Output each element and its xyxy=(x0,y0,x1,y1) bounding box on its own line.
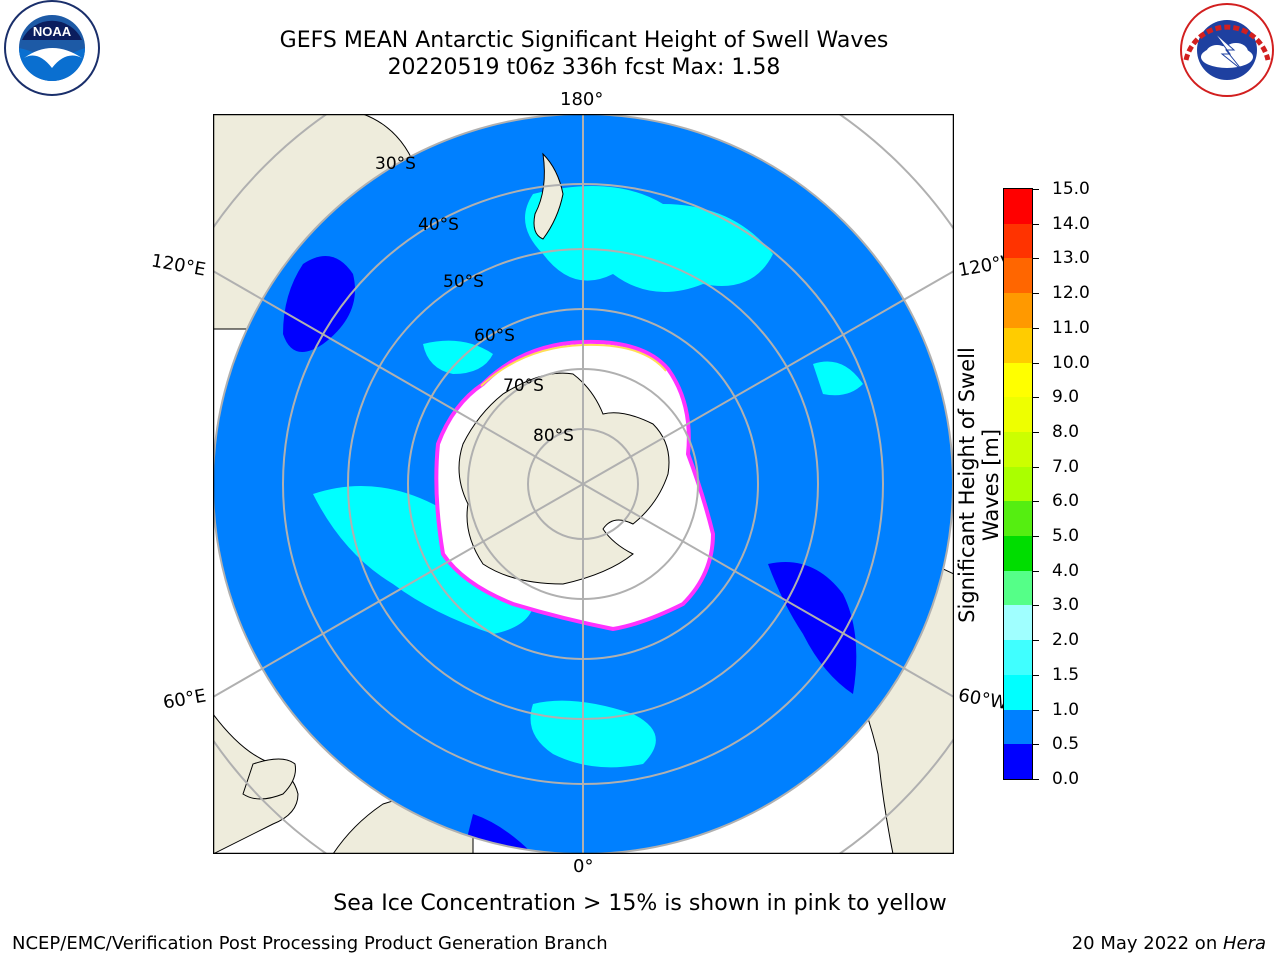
colorbar-tick-mark xyxy=(1033,258,1039,260)
lat-label-50s: 50°S xyxy=(443,272,484,292)
colorbar-label-line1: Significant Height of Swell xyxy=(955,347,979,623)
colorbar-tick-mark xyxy=(1033,605,1039,607)
colorbar-tick-mark xyxy=(1033,327,1039,329)
polar-map: 30°S 40°S 50°S 60°S 70°S 80°S xyxy=(212,113,955,855)
lon-label-120e: 120°E xyxy=(149,250,208,281)
antarctica-landmass xyxy=(458,372,670,585)
colorbar-tick-label: 1.0 xyxy=(1052,699,1080,720)
colorbar-tick-mark xyxy=(1033,709,1039,711)
colorbar-segment xyxy=(1004,743,1032,779)
colorbar-segment xyxy=(1004,500,1032,537)
colorbar-segment xyxy=(1004,466,1032,502)
lat-label-40s: 40°S xyxy=(418,215,459,235)
colorbar-segment xyxy=(1004,188,1032,224)
colorbar-segment xyxy=(1004,674,1032,710)
lat-label-80s: 80°S xyxy=(533,426,574,446)
colorbar-segment xyxy=(1004,223,1032,259)
colorbar-tick-label: 11.0 xyxy=(1052,317,1090,338)
colorbar-segment xyxy=(1004,362,1032,398)
madagascar xyxy=(242,758,296,800)
colorbar-segment xyxy=(1004,292,1032,328)
colorbar-segment xyxy=(1004,396,1032,432)
colorbar-segment xyxy=(1004,327,1032,363)
colorbar-tick-label: 0.5 xyxy=(1052,734,1080,755)
colorbar-tick-mark xyxy=(1033,431,1039,433)
colorbar-tick-label: 3.0 xyxy=(1052,595,1080,616)
new-zealand xyxy=(533,152,564,240)
colorbar-tick-mark xyxy=(1033,397,1039,399)
colorbar-tick-mark xyxy=(1033,362,1039,364)
colorbar-tick-label: 14.0 xyxy=(1052,213,1090,234)
colorbar-tick-mark xyxy=(1033,223,1039,225)
colorbar-tick-mark xyxy=(1033,466,1039,468)
colorbar-tick-mark xyxy=(1033,779,1039,780)
colorbar-tick-label: 15.0 xyxy=(1052,179,1090,199)
colorbar-tick-label: 7.0 xyxy=(1052,456,1080,477)
colorbar-segment xyxy=(1004,709,1032,745)
credit-text: NCEP/EMC/Verification Post Processing Pr… xyxy=(12,933,608,954)
colorbar-tick-mark xyxy=(1033,674,1039,676)
colorbar-tick-label: 5.0 xyxy=(1052,526,1080,547)
colorbar-tick-mark xyxy=(1033,536,1039,538)
colorbar-tick-label: 1.5 xyxy=(1052,664,1080,685)
colorbar-segment xyxy=(1004,431,1032,467)
date-stamp: 20 May 2022 on Hera xyxy=(1072,933,1266,954)
colorbar-segment xyxy=(1004,257,1032,294)
colorbar-label-line2: Waves [m] xyxy=(979,428,1003,542)
colorbar-tick-label: 8.0 xyxy=(1052,421,1080,442)
chart-title: GEFS MEAN Antarctic Significant Height o… xyxy=(279,28,889,53)
chart-subtitle: 20220519 t06z 336h fcst Max: 1.58 xyxy=(387,55,781,80)
date-prefix: 20 May 2022 on xyxy=(1071,933,1223,954)
nws-logo xyxy=(1176,0,1278,100)
lat-label-70s: 70°S xyxy=(503,376,544,396)
lon-label-60e: 60°E xyxy=(161,685,208,714)
colorbar-tick-mark xyxy=(1033,293,1039,295)
colorbar-tick-label: 12.0 xyxy=(1052,283,1090,304)
colorbar-tick-label: 2.0 xyxy=(1052,630,1080,651)
sea-ice-note: Sea Ice Concentration > 15% is shown in … xyxy=(333,891,947,916)
colorbar-tick-label: 13.0 xyxy=(1052,248,1090,269)
colorbar-segment xyxy=(1004,535,1032,571)
colorbar-tick-label: 4.0 xyxy=(1052,560,1080,581)
colorbar-tick-label: 0.0 xyxy=(1052,769,1080,789)
colorbar xyxy=(1003,188,1033,780)
colorbar-tick-label: 10.0 xyxy=(1052,352,1090,373)
colorbar-tick-mark xyxy=(1033,640,1039,642)
lon-label-60w: 60°W xyxy=(956,684,1010,715)
lat-label-30s: 30°S xyxy=(375,154,416,174)
noaa-logo: NOAA xyxy=(2,0,102,100)
colorbar-tick-label: 6.0 xyxy=(1052,491,1080,512)
colorbar-tick-mark xyxy=(1033,570,1039,572)
noaa-logo-text: NOAA xyxy=(33,24,72,39)
date-machine: Hera xyxy=(1222,933,1266,954)
colorbar-tick-label: 9.0 xyxy=(1052,387,1080,408)
colorbar-segment xyxy=(1004,639,1032,675)
lon-label-0: 0° xyxy=(573,856,594,877)
colorbar-tick-mark xyxy=(1033,501,1039,503)
lat-label-60s: 60°S xyxy=(474,326,515,346)
colorbar-tick-mark xyxy=(1033,189,1039,190)
colorbar-tick-mark xyxy=(1033,744,1039,746)
lon-label-180: 180° xyxy=(560,89,604,110)
colorbar-segment xyxy=(1004,604,1032,641)
colorbar-segment xyxy=(1004,570,1032,606)
